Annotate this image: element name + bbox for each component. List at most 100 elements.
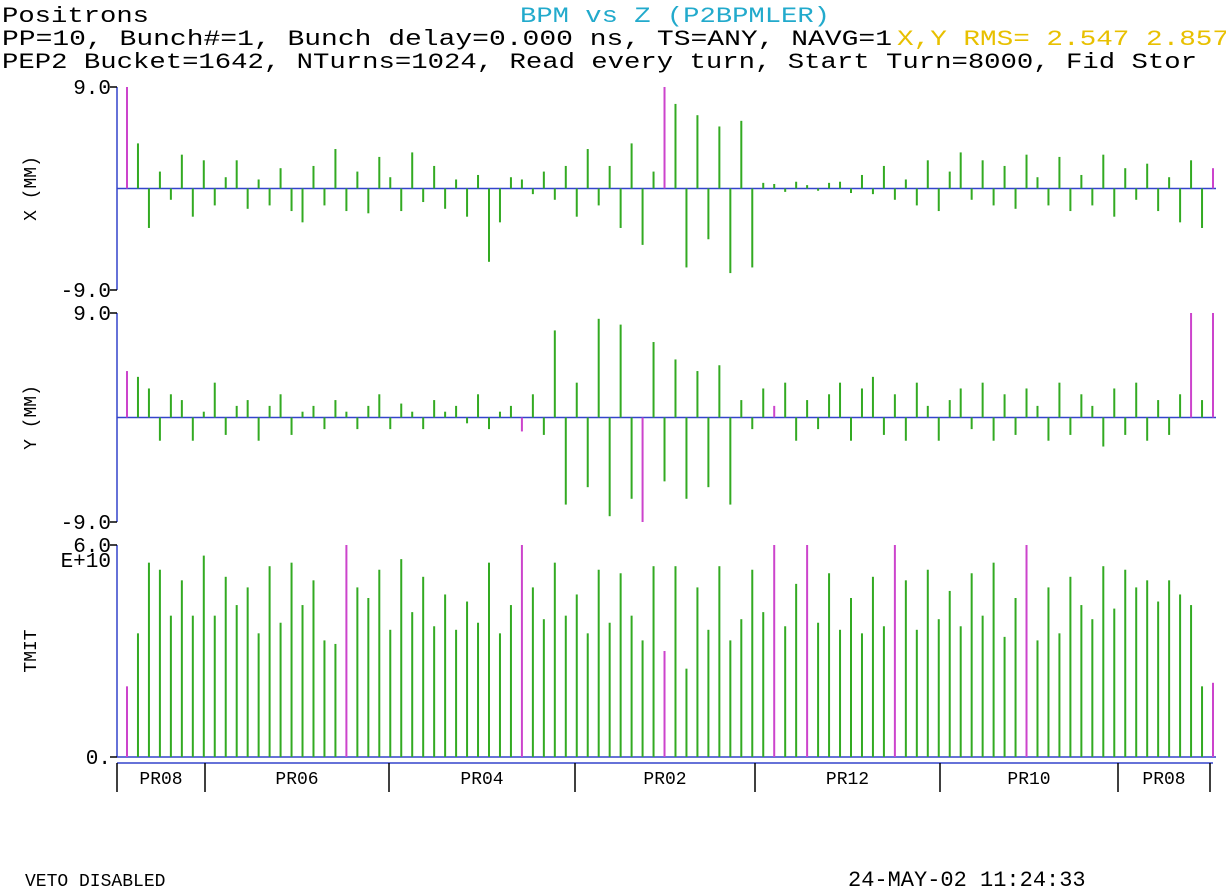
bar <box>663 417 666 482</box>
bar <box>773 183 776 189</box>
bar <box>1003 636 1006 757</box>
bar <box>1201 686 1204 757</box>
status: VETO DISABLED <box>25 872 165 892</box>
bar <box>1168 177 1171 189</box>
bar <box>169 615 172 757</box>
bar <box>1135 188 1138 200</box>
y-tick-label: 0. <box>86 748 111 771</box>
bar <box>488 562 490 757</box>
bar <box>1047 417 1050 441</box>
bar <box>488 188 490 262</box>
bar <box>784 382 787 418</box>
bar <box>1113 608 1116 757</box>
bar <box>246 400 249 418</box>
bar <box>751 417 754 430</box>
bar <box>915 188 918 206</box>
sector-label: PR08 <box>1142 770 1185 790</box>
timestamp: 24-MAY-02 11:24:33 <box>848 868 1086 892</box>
bar <box>312 405 315 418</box>
bar <box>696 587 699 757</box>
bar <box>970 188 973 200</box>
bar <box>762 612 765 757</box>
bar <box>520 179 523 189</box>
bar <box>136 633 139 757</box>
bar <box>1168 417 1171 435</box>
bar <box>707 417 710 488</box>
bar <box>1212 313 1214 418</box>
bar <box>367 188 370 214</box>
bar <box>904 417 907 441</box>
bar <box>619 188 622 228</box>
bar <box>828 182 831 189</box>
sector-label: PR12 <box>826 770 869 790</box>
y-tick-label: 6.0 <box>73 536 111 559</box>
bar <box>839 181 842 189</box>
bar <box>147 188 150 228</box>
bar <box>871 188 874 195</box>
bar <box>542 171 545 189</box>
bar <box>784 188 787 192</box>
bar <box>663 87 666 189</box>
y-tick-label: -9.0 <box>61 513 111 536</box>
sector-label: PR04 <box>460 770 503 790</box>
bar <box>871 376 874 418</box>
bar <box>751 569 754 757</box>
bar <box>882 417 885 435</box>
bar <box>356 417 359 430</box>
bar <box>685 188 688 268</box>
bar <box>400 188 403 212</box>
bar <box>136 143 139 189</box>
rms-line: X,Y RMS= 2.547 2.857 <box>897 27 1226 52</box>
bar <box>147 388 150 418</box>
bar <box>1003 394 1006 418</box>
bar <box>126 371 128 418</box>
bar <box>1179 394 1182 418</box>
bar <box>411 411 414 418</box>
bar <box>378 394 381 418</box>
bar <box>356 587 359 757</box>
bar <box>784 626 787 757</box>
bar <box>488 417 490 430</box>
bar <box>718 566 721 757</box>
bar <box>477 394 480 418</box>
bar <box>1146 580 1149 757</box>
bar <box>1146 417 1149 441</box>
bar <box>707 188 710 240</box>
bar <box>444 188 447 209</box>
bar <box>926 405 929 418</box>
bar <box>718 126 721 189</box>
bar <box>904 179 907 189</box>
bar <box>191 417 194 441</box>
bar <box>202 411 205 418</box>
settings-line: PP=10, Bunch#=1, Bunch delay=0.000 ns, T… <box>2 27 892 52</box>
bar <box>564 615 567 757</box>
bar <box>674 103 677 189</box>
bar <box>893 394 896 418</box>
bar <box>652 171 655 189</box>
bar <box>553 188 556 200</box>
bar <box>279 622 282 757</box>
bar <box>882 165 885 189</box>
bar <box>773 405 776 418</box>
bar <box>1069 417 1072 435</box>
bar <box>180 400 183 418</box>
bar <box>323 640 326 757</box>
bar <box>301 411 304 418</box>
bar <box>1124 417 1127 435</box>
bar <box>630 417 633 499</box>
bar <box>1080 174 1083 189</box>
bar <box>597 188 600 206</box>
bar <box>400 403 403 418</box>
bar <box>498 411 501 418</box>
bar <box>246 587 249 757</box>
bar <box>312 580 315 757</box>
bar <box>1102 154 1105 189</box>
bar <box>1058 156 1061 189</box>
bar <box>466 417 469 424</box>
bar <box>378 569 381 757</box>
bar <box>509 177 512 189</box>
bar <box>1014 598 1017 757</box>
bar <box>685 668 688 757</box>
bar <box>575 594 578 757</box>
